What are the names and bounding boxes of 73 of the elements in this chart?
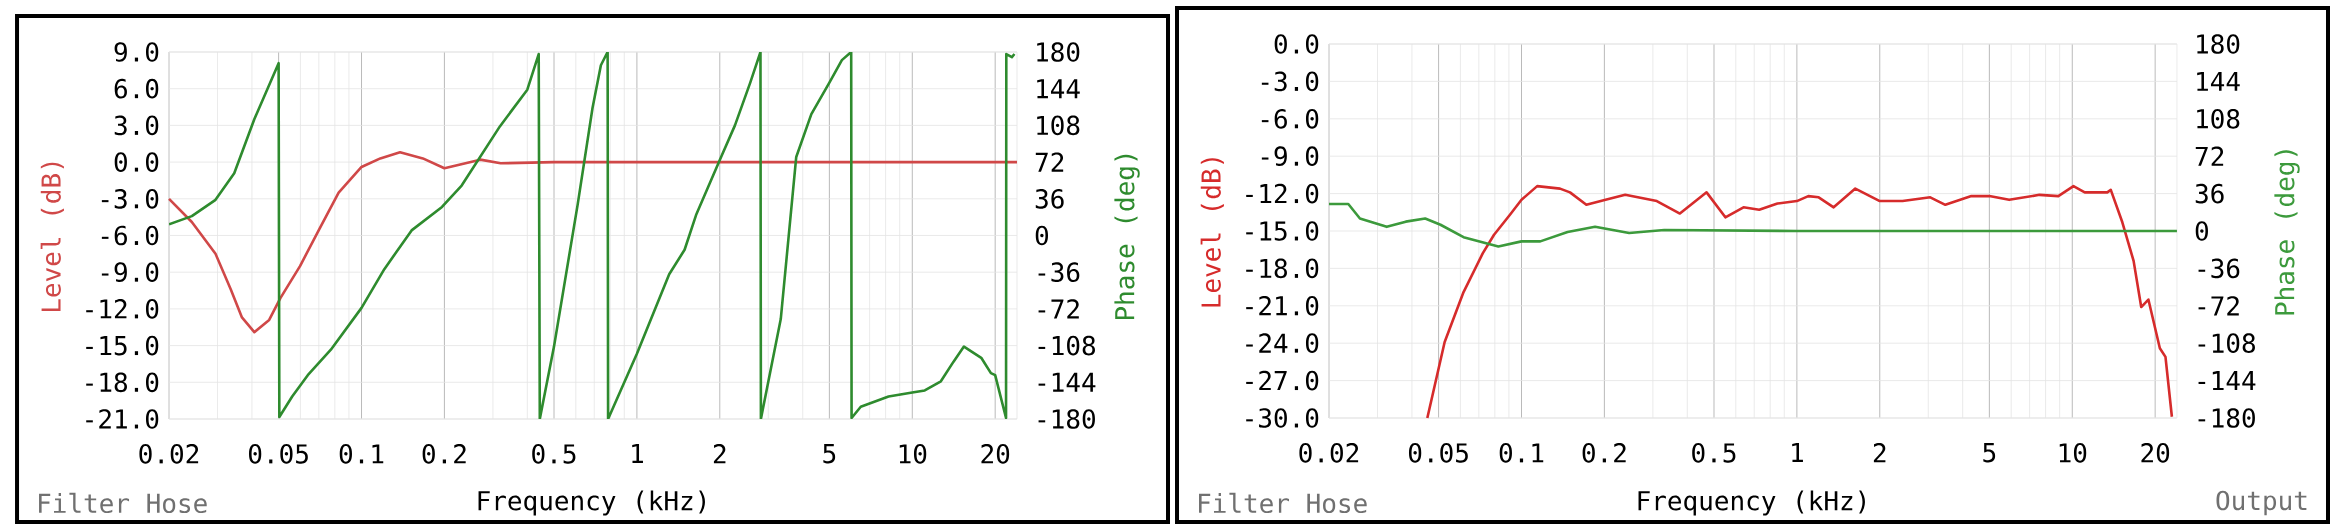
y-tick-label: -24.0	[1246, 333, 1319, 354]
y-tick-label: -3.0	[101, 188, 159, 209]
y-tick-label: 0.0	[114, 152, 159, 172]
x-tick-label: 5	[1983, 443, 1996, 463]
y-tick-label: -18.0	[86, 372, 159, 393]
y-tick-label: -15.0	[1246, 221, 1319, 241]
y-tick-label: 0.0	[1274, 34, 1319, 54]
x-tick-label: 20	[2141, 443, 2170, 463]
x-tick-label: 2	[1873, 443, 1886, 463]
y-tick-label: 6.0	[114, 78, 159, 99]
y2-tick-label: 36	[1035, 188, 1064, 209]
y2-tick-label: 36	[2195, 183, 2224, 204]
text: Output	[2216, 490, 2307, 516]
y-tick-label: -12.0	[86, 299, 159, 319]
text: Filter Hose	[39, 492, 207, 514]
y2-tick-label: -180	[1038, 409, 1095, 429]
x-tick-label: 0.5	[1692, 443, 1736, 463]
y2-tick-label: -108	[1038, 335, 1095, 356]
y2-tick-label: -180	[2198, 408, 2255, 428]
y2-tick-label: 72	[1035, 152, 1064, 172]
y2-tick-label: 0	[2195, 221, 2208, 241]
y2-tick-label: -36	[2198, 258, 2240, 279]
x-tick-label: 1	[1792, 443, 1803, 463]
y2-axis-title: Phase (deg)	[1114, 154, 1140, 320]
y-tick-label: 3.0	[114, 115, 159, 136]
y-tick-label: -15.0	[86, 335, 159, 356]
x-tick-label: 1	[632, 444, 643, 464]
y-tick-label: -3.0	[1261, 71, 1319, 92]
y2-tick-label: 108	[2197, 108, 2240, 129]
y-tick-label: -21.0	[86, 409, 159, 429]
x-tick-label: 5	[823, 444, 836, 464]
x-axis-title: Frequency (kHz)	[478, 490, 705, 516]
y-tick-label: -6.0	[1261, 108, 1319, 129]
y-tick-label: -12.0	[1246, 183, 1319, 204]
x-tick-label: 2	[713, 444, 726, 464]
y2-tick-label: 108	[1037, 115, 1080, 136]
x-tick-label: 0.02	[1299, 443, 1359, 463]
x-tick-label: 10	[899, 444, 927, 464]
y2-tick-label: -144	[2198, 371, 2256, 391]
y-axis-title: Level (dB)	[1200, 158, 1224, 307]
y2-axis-title: Phase (deg)	[2274, 150, 2300, 315]
x-axis-title: Frequency (kHz)	[1638, 490, 1865, 516]
y2-tick-label: 144	[2197, 71, 2240, 91]
y-tick-label: -27.0	[1246, 370, 1319, 391]
y2-tick-label: -72	[1038, 299, 1079, 319]
y2-tick-label: 0	[1035, 225, 1049, 246]
y-tick-label: -30.0	[1246, 408, 1319, 428]
y2-tick-label: -72	[2198, 296, 2239, 316]
x-tick-label: 0.1	[339, 444, 384, 464]
x-tick-label: 10	[2059, 443, 2087, 463]
y2-tick-label: 144	[1037, 79, 1080, 99]
y2-tick-label: -36	[1038, 262, 1080, 283]
y-tick-label: -21.0	[1246, 295, 1319, 316]
x-tick-label: 20	[981, 444, 1010, 464]
y2-tick-label: -144	[1038, 372, 1096, 392]
y2-tick-label: 180	[2197, 34, 2240, 54]
x-tick-label: 0.1	[1499, 443, 1544, 463]
x-tick-label: 0.5	[532, 444, 576, 464]
x-tick-label: 0.2	[1582, 443, 1626, 463]
x-tick-label: 0.05	[249, 444, 308, 464]
y-tick-label: -18.0	[1246, 258, 1319, 279]
x-tick-label: 0.02	[139, 444, 199, 464]
y-axis-title: Level (dB)	[40, 162, 64, 312]
y2-tick-label: 72	[2195, 146, 2224, 166]
text: Filter Hose	[1199, 492, 1367, 514]
y2-tick-label: 180	[1037, 42, 1080, 62]
x-tick-label: 0.2	[422, 444, 466, 464]
y-tick-label: -9.0	[1261, 146, 1319, 167]
x-tick-label: 0.05	[1408, 443, 1468, 463]
y-tick-label: 9.0	[114, 42, 159, 62]
y2-tick-label: -108	[2198, 333, 2255, 354]
y-tick-label: -6.0	[101, 225, 159, 246]
y-tick-label: -9.0	[101, 262, 159, 283]
